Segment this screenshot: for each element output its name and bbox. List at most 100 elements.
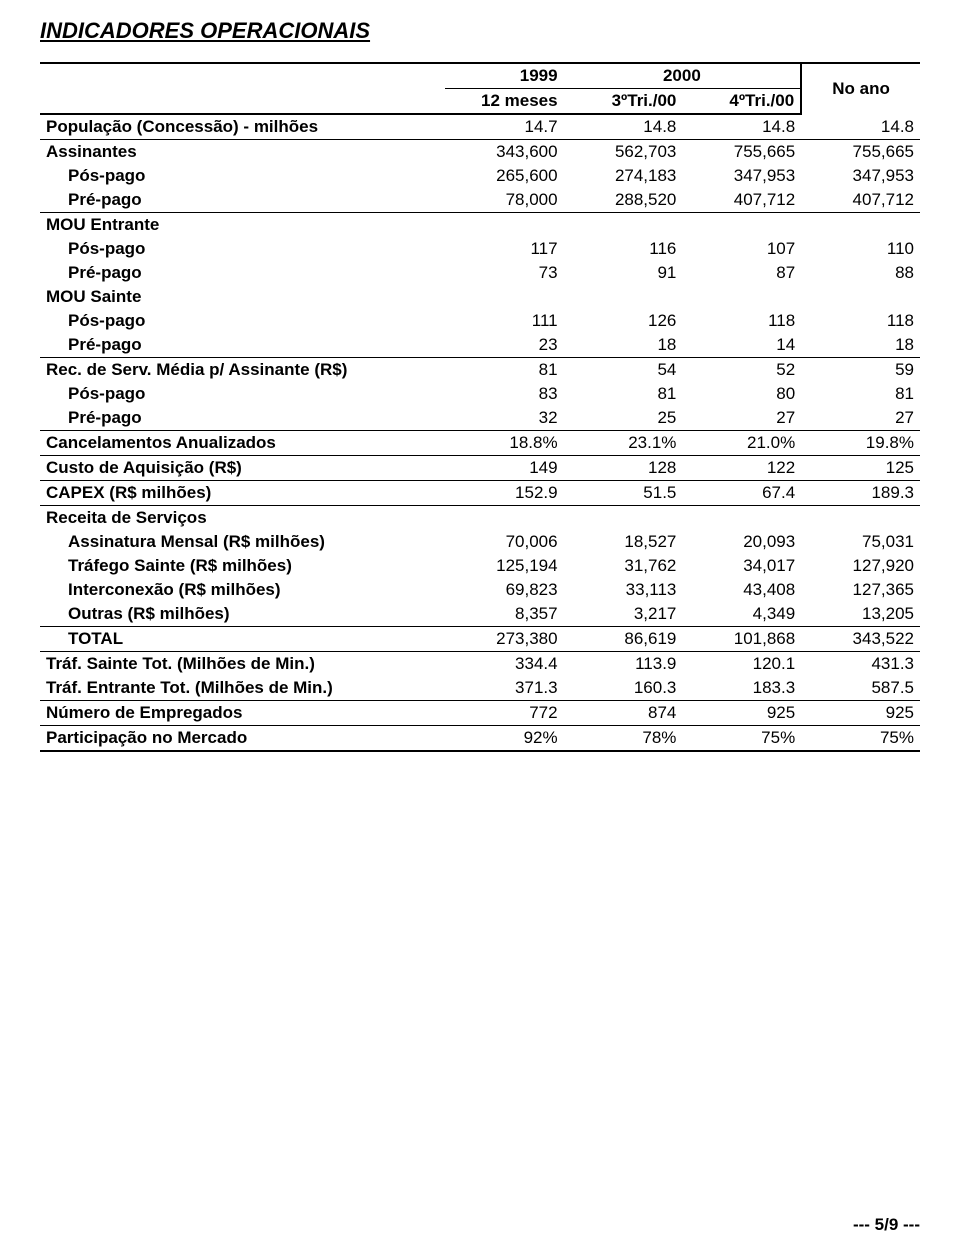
cell: 407,712 (682, 188, 801, 213)
cell: 23 (445, 333, 564, 358)
cell: 23.1% (564, 431, 683, 456)
cell: 160.3 (564, 676, 683, 701)
label: Outras (R$ milhões) (40, 602, 445, 627)
row-assinantes-prepago: Pré-pago 78,000 288,520 407,712 407,712 (40, 188, 920, 213)
cell: 14.8 (564, 114, 683, 140)
row-receita-trafego: Tráfego Sainte (R$ milhões) 125,194 31,7… (40, 554, 920, 578)
cell: 19.8% (801, 431, 920, 456)
row-mou-sai-prepago: Pré-pago 23 18 14 18 (40, 333, 920, 358)
cell: 18 (801, 333, 920, 358)
label: Custo de Aquisição (R$) (40, 456, 445, 481)
label: Rec. de Serv. Média p/ Assinante (R$) (40, 358, 445, 383)
label: Pré-pago (40, 261, 445, 285)
label: Pós-pago (40, 382, 445, 406)
header-col-4tri: 4ºTri./00 (682, 89, 801, 115)
cell: 125 (801, 456, 920, 481)
cell: 43,408 (682, 578, 801, 602)
label: Tráf. Sainte Tot. (Milhões de Min.) (40, 652, 445, 677)
row-mou-sai-pospago: Pós-pago 111 126 118 118 (40, 309, 920, 333)
label: Tráfego Sainte (R$ milhões) (40, 554, 445, 578)
cell: 126 (564, 309, 683, 333)
row-traf-sainte-tot: Tráf. Sainte Tot. (Milhões de Min.) 334.… (40, 652, 920, 677)
cell: 110 (801, 237, 920, 261)
cell: 54 (564, 358, 683, 383)
cell: 274,183 (564, 164, 683, 188)
cell: 81 (801, 382, 920, 406)
cell: 3,217 (564, 602, 683, 627)
row-mou-sainte: MOU Sainte (40, 285, 920, 309)
cell: 116 (564, 237, 683, 261)
cell: 107 (682, 237, 801, 261)
cell: 75% (801, 726, 920, 752)
cell: 407,712 (801, 188, 920, 213)
header-col-12meses: 12 meses (445, 89, 564, 115)
label: Pós-pago (40, 309, 445, 333)
row-receita-assinatura: Assinatura Mensal (R$ milhões) 70,006 18… (40, 530, 920, 554)
label: Pós-pago (40, 237, 445, 261)
row-capex: CAPEX (R$ milhões) 152.9 51.5 67.4 189.3 (40, 481, 920, 506)
cell: 120.1 (682, 652, 801, 677)
label: População (Concessão) - milhões (40, 114, 445, 140)
cell: 4,349 (682, 602, 801, 627)
cell: 83 (445, 382, 564, 406)
row-assinantes: Assinantes 343,600 562,703 755,665 755,6… (40, 140, 920, 165)
cell: 343,600 (445, 140, 564, 165)
row-mou-ent-prepago: Pré-pago 73 91 87 88 (40, 261, 920, 285)
label: Receita de Serviços (40, 506, 445, 531)
cell: 431.3 (801, 652, 920, 677)
cell: 18.8% (445, 431, 564, 456)
cell: 14.8 (682, 114, 801, 140)
page-title: INDICADORES OPERACIONAIS (40, 18, 920, 44)
cell: 347,953 (682, 164, 801, 188)
cell: 75,031 (801, 530, 920, 554)
row-participacao-mercado: Participação no Mercado 92% 78% 75% 75% (40, 726, 920, 752)
cell: 73 (445, 261, 564, 285)
row-custo-aquisicao: Custo de Aquisição (R$) 149 128 122 125 (40, 456, 920, 481)
cell: 189.3 (801, 481, 920, 506)
row-empregados: Número de Empregados 772 874 925 925 (40, 701, 920, 726)
cell: 101,868 (682, 627, 801, 652)
label: MOU Entrante (40, 213, 445, 238)
cell: 34,017 (682, 554, 801, 578)
row-receita-servicos: Receita de Serviços (40, 506, 920, 531)
cell: 152.9 (445, 481, 564, 506)
cell: 20,093 (682, 530, 801, 554)
cell: 51.5 (564, 481, 683, 506)
cell: 772 (445, 701, 564, 726)
row-receita-total: TOTAL 273,380 86,619 101,868 343,522 (40, 627, 920, 652)
cell: 21.0% (682, 431, 801, 456)
cell: 265,600 (445, 164, 564, 188)
cell: 334.4 (445, 652, 564, 677)
cell: 14.7 (445, 114, 564, 140)
page: INDICADORES OPERACIONAIS 1999 2000 No an… (0, 0, 960, 1253)
cell: 127,920 (801, 554, 920, 578)
cell: 81 (564, 382, 683, 406)
cell: 8,357 (445, 602, 564, 627)
cell: 80 (682, 382, 801, 406)
header-year-2000: 2000 (564, 63, 802, 89)
cell: 118 (682, 309, 801, 333)
cell: 125,194 (445, 554, 564, 578)
cell: 67.4 (682, 481, 801, 506)
label: Assinantes (40, 140, 445, 165)
cell: 78,000 (445, 188, 564, 213)
label: Pré-pago (40, 406, 445, 431)
cell: 59 (801, 358, 920, 383)
label: CAPEX (R$ milhões) (40, 481, 445, 506)
cell: 69,823 (445, 578, 564, 602)
cell: 755,665 (682, 140, 801, 165)
row-cancelamentos: Cancelamentos Anualizados 18.8% 23.1% 21… (40, 431, 920, 456)
cell: 343,522 (801, 627, 920, 652)
cell: 25 (564, 406, 683, 431)
cell: 925 (682, 701, 801, 726)
cell: 52 (682, 358, 801, 383)
label: Pós-pago (40, 164, 445, 188)
label: Tráf. Entrante Tot. (Milhões de Min.) (40, 676, 445, 701)
row-mou-ent-pospago: Pós-pago 117 116 107 110 (40, 237, 920, 261)
cell: 13,205 (801, 602, 920, 627)
row-receita-outras: Outras (R$ milhões) 8,357 3,217 4,349 13… (40, 602, 920, 627)
label: Pré-pago (40, 333, 445, 358)
cell: 78% (564, 726, 683, 752)
row-populacao: População (Concessão) - milhões 14.7 14.… (40, 114, 920, 140)
cell: 347,953 (801, 164, 920, 188)
